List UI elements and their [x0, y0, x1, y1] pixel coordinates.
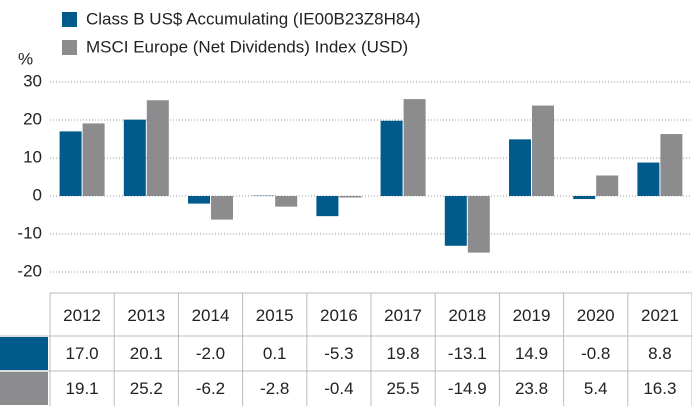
y-axis-label: % [18, 49, 33, 68]
table-swatch [0, 372, 48, 405]
table-value: 17.0 [66, 344, 99, 363]
legend-label: Class B US$ Accumulating (IE00B23Z8H84) [86, 9, 421, 28]
x-tick-label: 2014 [192, 306, 230, 325]
x-tick-label: 2017 [384, 306, 422, 325]
x-tick-label: 2019 [513, 306, 551, 325]
y-tick-label: -10 [17, 223, 42, 242]
bar [59, 131, 82, 196]
bar [467, 196, 490, 253]
bar [509, 139, 531, 196]
bar [339, 196, 362, 198]
y-tick-label: 20 [23, 109, 42, 128]
table-value: -0.4 [324, 379, 353, 398]
x-tick-label: 2021 [641, 306, 679, 325]
x-tick-label: 2018 [448, 306, 486, 325]
table-value: 19.8 [387, 344, 420, 363]
table-value: -2.0 [196, 344, 225, 363]
bar [660, 134, 683, 196]
x-tick-label: 2013 [127, 306, 165, 325]
bar [403, 99, 426, 196]
bar [637, 162, 660, 196]
bar [532, 105, 554, 196]
y-tick-label: 10 [23, 147, 42, 166]
legend-swatch [62, 12, 77, 27]
bar [82, 123, 105, 196]
bar [380, 120, 403, 196]
table-value: 23.8 [515, 379, 548, 398]
bar [275, 196, 298, 207]
x-tick-label: 2016 [320, 306, 358, 325]
bar [596, 175, 619, 196]
bar [146, 100, 169, 196]
table-value: 14.9 [515, 344, 548, 363]
table-value: 20.1 [130, 344, 163, 363]
table-swatch [0, 337, 48, 370]
table-value: 5.4 [584, 379, 608, 398]
bar [188, 196, 210, 204]
table-value: -0.8 [581, 344, 610, 363]
table-value: -2.8 [260, 379, 289, 398]
table-value: -13.1 [448, 344, 487, 363]
table-value: 8.8 [648, 344, 672, 363]
table-value: 0.1 [263, 344, 287, 363]
table-value: 19.1 [66, 379, 99, 398]
x-tick-label: 2015 [256, 306, 294, 325]
table-value: -14.9 [448, 379, 487, 398]
table-value: 25.2 [130, 379, 163, 398]
table-value: -6.2 [196, 379, 225, 398]
y-tick-label: 0 [33, 185, 42, 204]
table-value: 16.3 [643, 379, 676, 398]
table-value: 25.5 [387, 379, 420, 398]
table-value: -5.3 [324, 344, 353, 363]
bar [573, 196, 596, 200]
bar [316, 196, 339, 217]
y-tick-label: -20 [17, 261, 42, 280]
bar [123, 119, 146, 196]
legend-label: MSCI Europe (Net Dividends) Index (USD) [86, 37, 408, 56]
bar [211, 196, 233, 220]
y-tick-label: 30 [23, 71, 42, 90]
legend-swatch [62, 40, 77, 55]
bar [444, 196, 467, 246]
x-tick-label: 2012 [63, 306, 101, 325]
x-tick-label: 2020 [577, 306, 615, 325]
